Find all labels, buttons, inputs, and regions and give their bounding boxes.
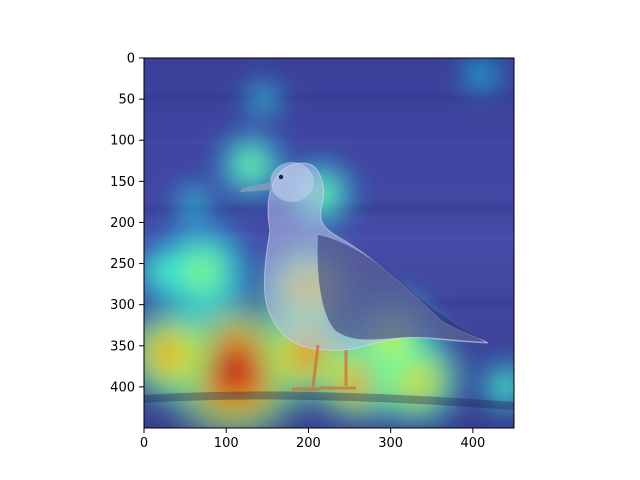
y-tick-label: 400 — [110, 380, 135, 395]
heat-hotspot — [246, 82, 280, 116]
heat-hotspot — [152, 222, 251, 322]
axes-frame — [143, 57, 515, 429]
railing — [144, 391, 514, 410]
heat-hotspot — [144, 304, 218, 404]
heat-hotspot — [144, 247, 186, 297]
gull-eye — [278, 174, 284, 180]
y-tick-label: 300 — [110, 298, 135, 313]
heat-hotspot — [176, 185, 210, 219]
heat-hotspot — [464, 58, 498, 91]
y-axis: 0 50 100 150 200 250 300 350 400 — [110, 52, 144, 395]
heat-hotspot — [218, 132, 284, 198]
x-tick-label: 400 — [460, 436, 485, 451]
x-tick-label: 300 — [378, 436, 403, 451]
y-tick-label: 200 — [110, 216, 135, 231]
gull-beak — [240, 182, 272, 192]
y-tick-label: 50 — [118, 93, 135, 108]
y-tick-label: 100 — [110, 134, 135, 149]
y-tick-label: 0 — [127, 52, 135, 67]
seagull-silhouette — [240, 162, 489, 391]
x-axis: 0 100 200 300 400 — [140, 428, 485, 451]
y-tick-label: 150 — [110, 175, 135, 190]
gull-wing — [317, 235, 485, 342]
gull-head — [270, 162, 314, 202]
y-tick-label: 250 — [110, 257, 135, 272]
y-tick-label: 350 — [110, 339, 135, 354]
x-tick-label: 0 — [140, 436, 148, 451]
gull-legs — [292, 344, 356, 391]
x-tick-label: 200 — [296, 436, 321, 451]
x-tick-label: 100 — [214, 436, 239, 451]
heat-hotspot — [481, 362, 514, 412]
